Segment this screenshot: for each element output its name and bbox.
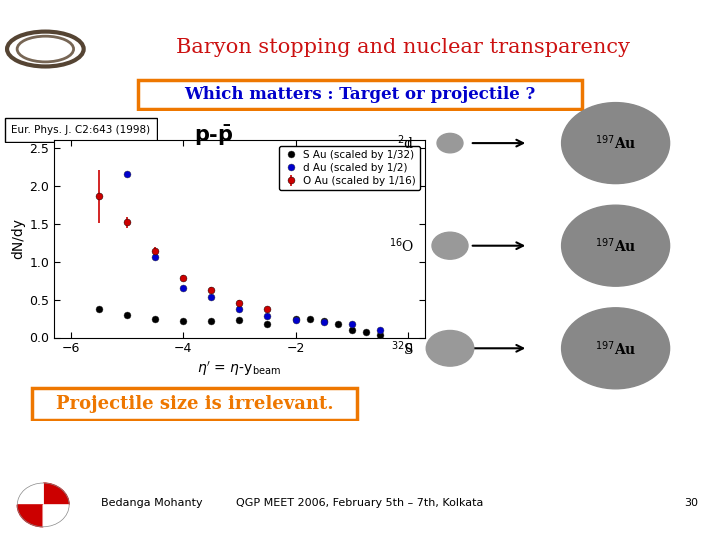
Line: S Au (scaled by 1/32): S Au (scaled by 1/32) — [96, 305, 383, 339]
Text: $^{16}$O: $^{16}$O — [389, 237, 414, 255]
S Au (scaled by 1/32) — [292, 315, 300, 322]
d Au (scaled by 1/2) — [264, 312, 272, 319]
FancyBboxPatch shape — [5, 118, 157, 142]
Text: Eur. Phys. J. C2:643 (1998): Eur. Phys. J. C2:643 (1998) — [12, 125, 150, 135]
FancyBboxPatch shape — [138, 79, 582, 110]
d Au (scaled by 1/2) — [376, 327, 384, 333]
S Au (scaled by 1/32) — [122, 312, 131, 318]
d Au (scaled by 1/2) — [235, 306, 243, 313]
d Au (scaled by 1/2) — [207, 293, 215, 300]
S Au (scaled by 1/32) — [348, 327, 356, 333]
S Au (scaled by 1/32) — [333, 321, 342, 327]
Wedge shape — [17, 505, 43, 527]
Text: 30: 30 — [685, 498, 698, 508]
Legend: S Au (scaled by 1/32), d Au (scaled by 1/2), O Au (scaled by 1/16): S Au (scaled by 1/32), d Au (scaled by 1… — [279, 146, 420, 190]
Wedge shape — [17, 483, 43, 505]
Text: $^{197}$Au: $^{197}$Au — [595, 339, 636, 357]
Wedge shape — [43, 505, 69, 527]
S Au (scaled by 1/32) — [150, 315, 159, 322]
Text: Baryon stopping and nuclear transparency: Baryon stopping and nuclear transparency — [176, 38, 630, 57]
Text: $^{32}$S: $^{32}$S — [391, 339, 414, 357]
Wedge shape — [43, 483, 69, 505]
d Au (scaled by 1/2) — [150, 254, 159, 260]
S Au (scaled by 1/32) — [207, 318, 215, 324]
Text: $\mathbf{p}$-$\mathbf{\bar{p}}$: $\mathbf{p}$-$\mathbf{\bar{p}}$ — [194, 124, 234, 149]
Text: Projectile size is irrelevant.: Projectile size is irrelevant. — [55, 395, 333, 413]
Text: Bedanga Mohanty: Bedanga Mohanty — [101, 498, 202, 508]
S Au (scaled by 1/32) — [264, 321, 272, 327]
d Au (scaled by 1/2) — [292, 317, 300, 323]
S Au (scaled by 1/32) — [179, 318, 187, 324]
S Au (scaled by 1/32) — [94, 306, 103, 312]
Line: d Au (scaled by 1/2): d Au (scaled by 1/2) — [124, 170, 383, 333]
d Au (scaled by 1/2) — [348, 321, 356, 327]
S Au (scaled by 1/32) — [320, 318, 328, 324]
d Au (scaled by 1/2) — [320, 319, 328, 325]
S Au (scaled by 1/32) — [361, 329, 370, 335]
Text: $^{197}$Au: $^{197}$Au — [595, 237, 636, 255]
S Au (scaled by 1/32) — [235, 317, 243, 323]
Text: $^{2}$d: $^{2}$d — [397, 134, 414, 152]
X-axis label: $\eta'$ = $\eta$-y$_{\rm beam}$: $\eta'$ = $\eta$-y$_{\rm beam}$ — [197, 360, 282, 377]
d Au (scaled by 1/2) — [179, 285, 187, 292]
Text: Which matters : Target or projectile ?: Which matters : Target or projectile ? — [184, 86, 536, 103]
S Au (scaled by 1/32) — [305, 316, 314, 322]
FancyBboxPatch shape — [32, 388, 356, 420]
Y-axis label: dN/dy: dN/dy — [11, 219, 25, 259]
Text: QGP MEET 2006, February 5th – 7th, Kolkata: QGP MEET 2006, February 5th – 7th, Kolka… — [236, 498, 484, 508]
Text: $^{197}$Au: $^{197}$Au — [595, 134, 636, 152]
d Au (scaled by 1/2) — [122, 171, 131, 177]
S Au (scaled by 1/32) — [376, 332, 384, 339]
